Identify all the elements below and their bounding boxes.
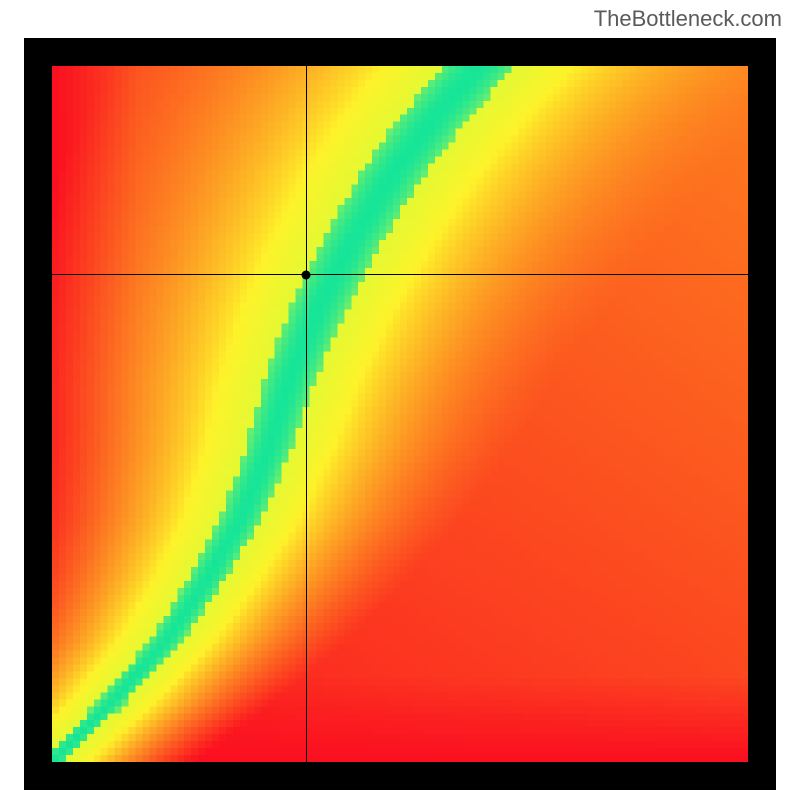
crosshair-marker: [302, 270, 311, 279]
crosshair-horizontal: [52, 274, 748, 275]
crosshair-vertical: [306, 66, 307, 762]
watermark-text: TheBottleneck.com: [594, 6, 782, 32]
heatmap-canvas: [52, 66, 748, 762]
chart-container: TheBottleneck.com: [0, 0, 800, 800]
